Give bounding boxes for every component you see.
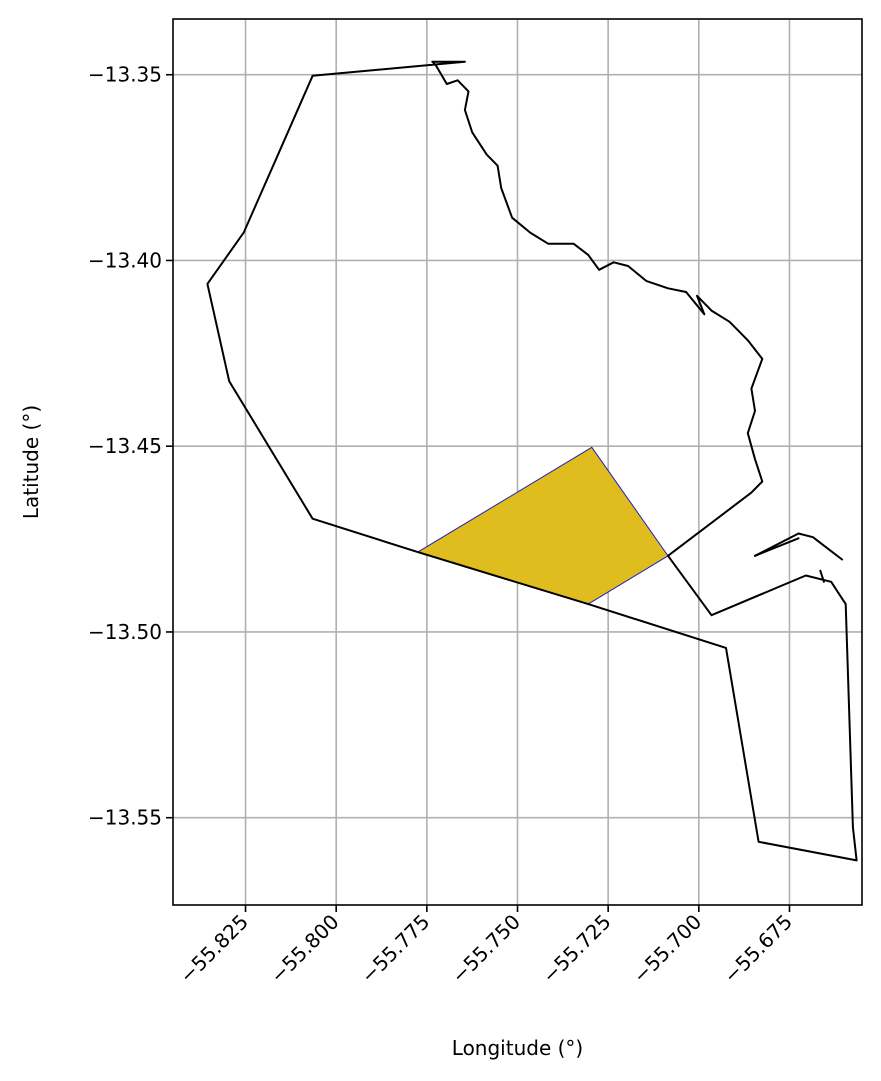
boundary-segment — [754, 537, 800, 557]
y-tick-label: −13.35 — [88, 63, 162, 87]
y-axis-label: Latitude (°) — [19, 405, 43, 519]
boundary-segment — [819, 569, 825, 583]
grid-lines — [173, 19, 862, 905]
boundary-outline — [206, 60, 858, 862]
y-tick-label: −13.45 — [88, 434, 162, 458]
y-tick-label: −13.50 — [88, 620, 162, 644]
map-layer — [206, 60, 858, 862]
y-tick-label: −13.55 — [88, 806, 162, 830]
boundary-segment — [754, 532, 844, 561]
y-tick-label: −13.40 — [88, 248, 162, 272]
x-axis-label: Longitude (°) — [452, 1036, 583, 1060]
